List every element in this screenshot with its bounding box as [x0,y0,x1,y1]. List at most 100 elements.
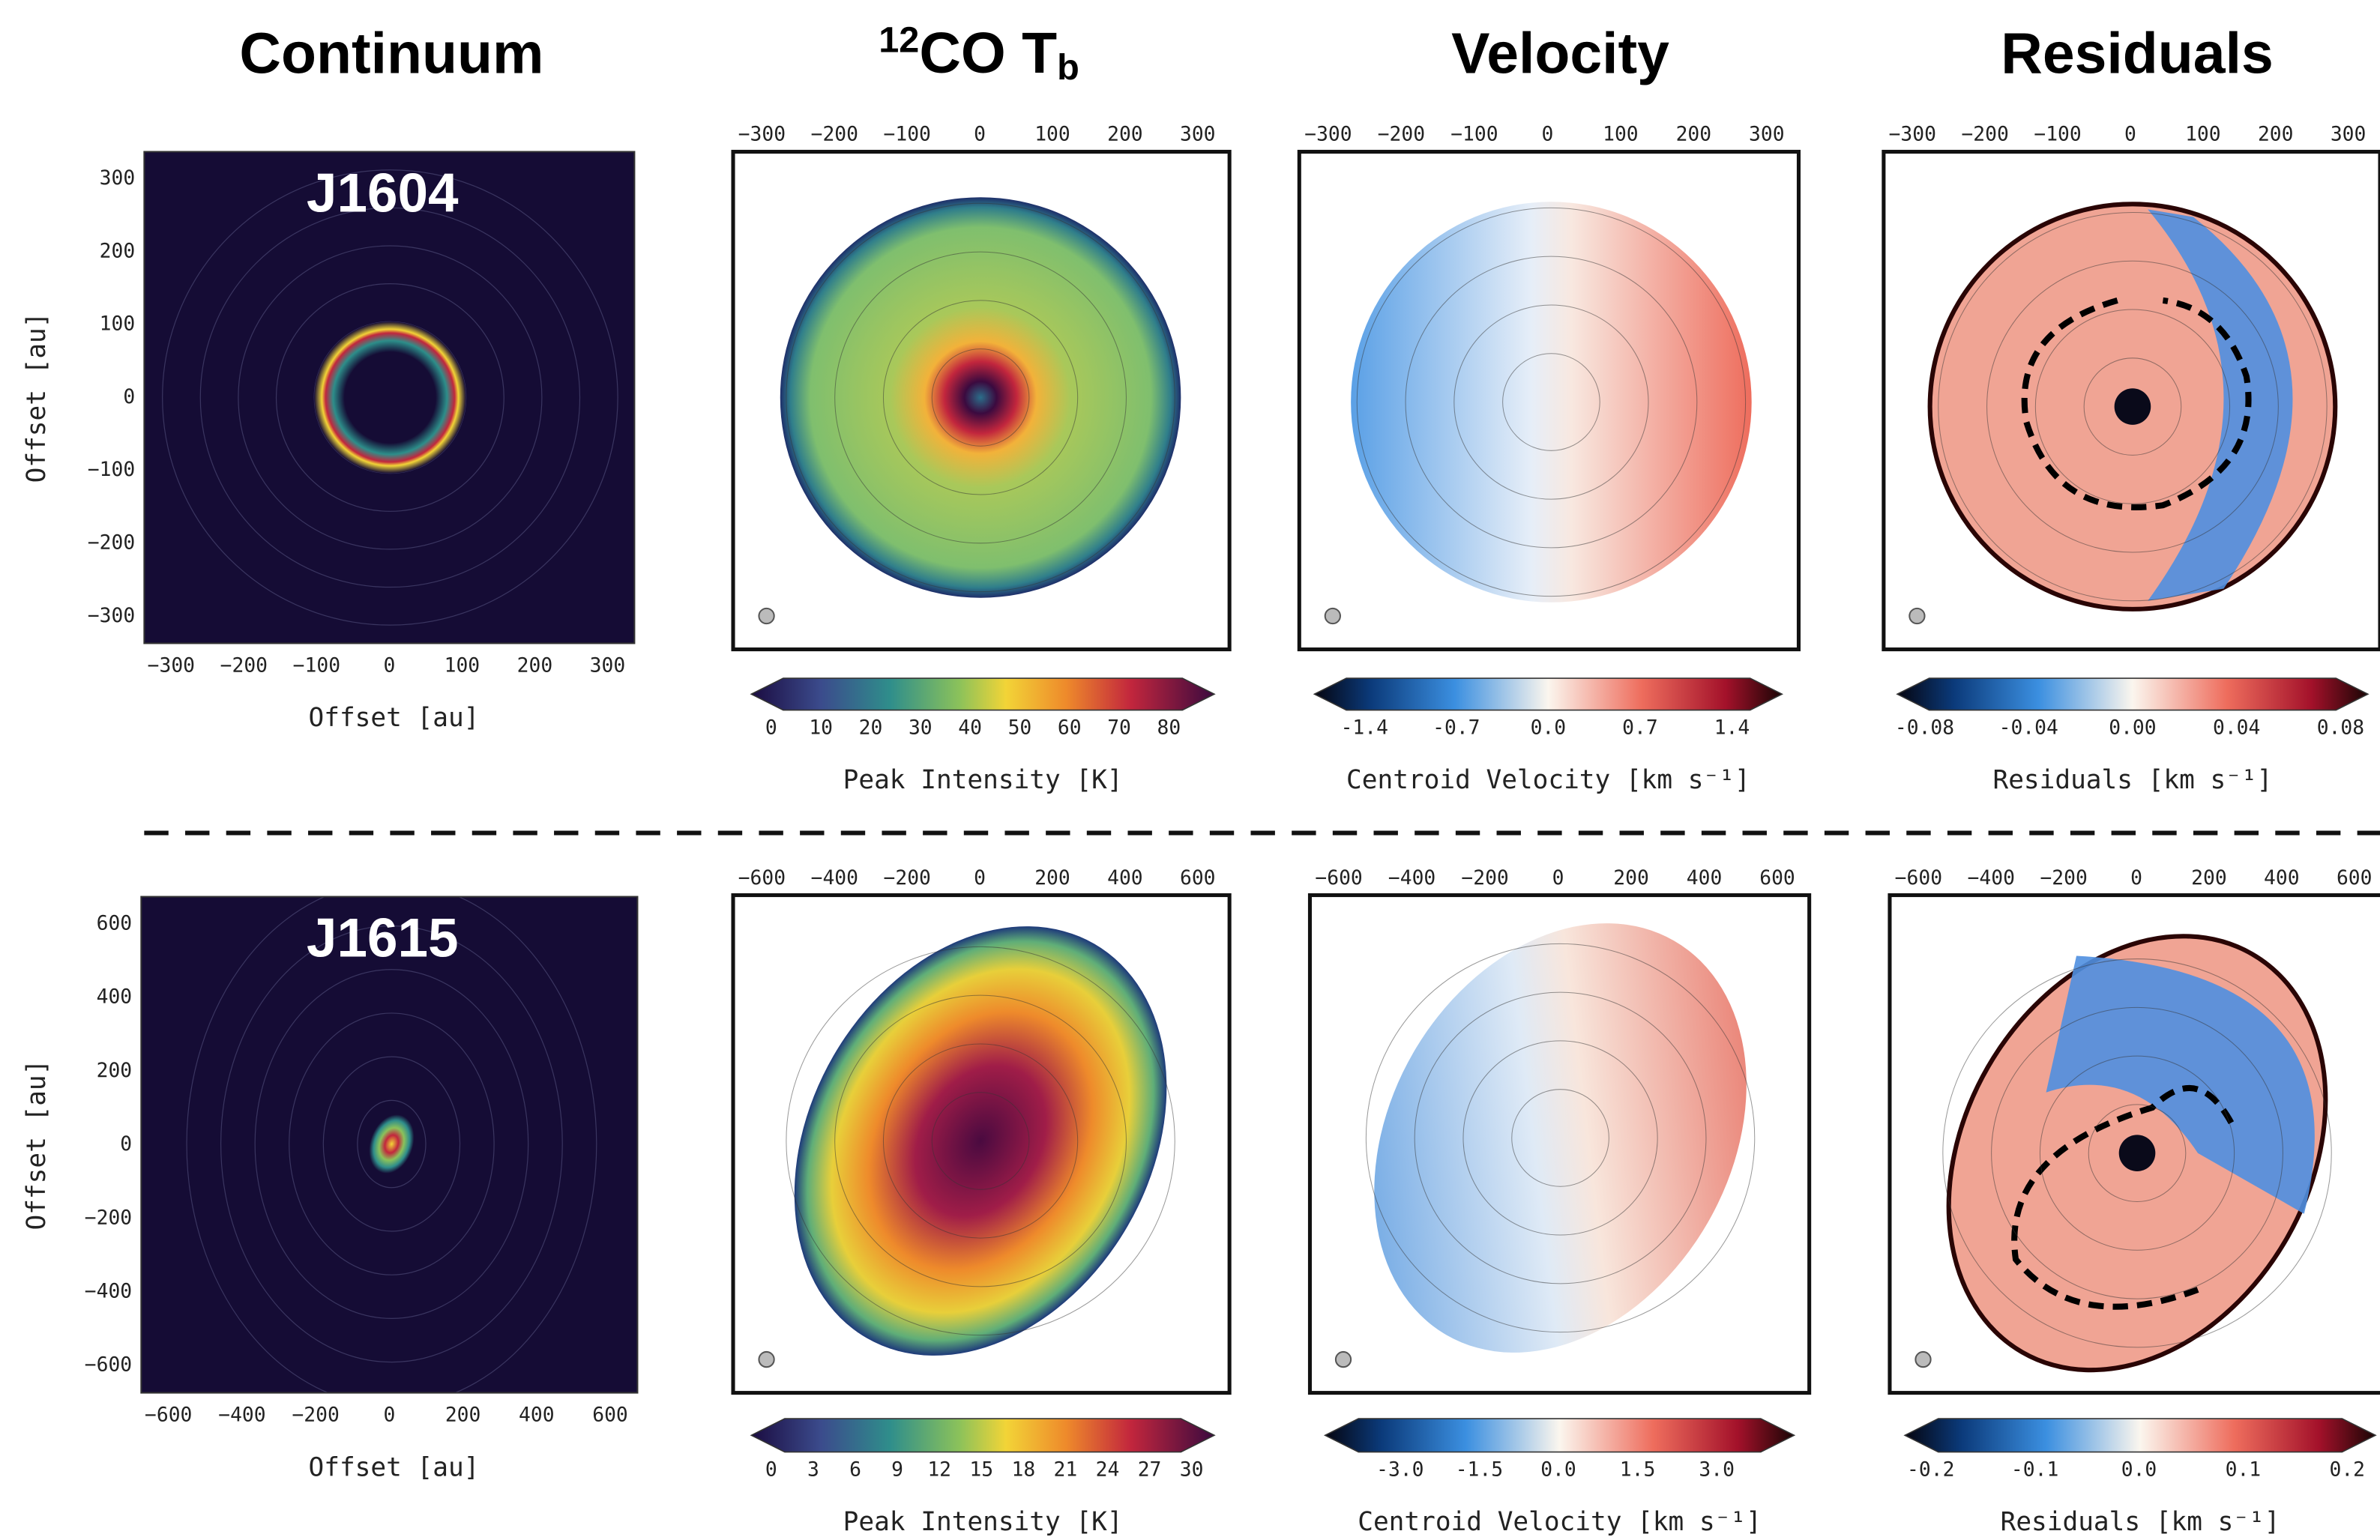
colorbar-tick-label: 3.0 [1699,1458,1735,1481]
top-tick-label: −600 [1315,867,1362,890]
colorbar-tick-label: -0.04 [1999,716,2058,739]
beam [759,609,774,623]
y-tick-label: 0 [123,386,135,408]
panel: −600−400−2000200400600-0.2-0.10.00.10.2R… [1876,867,2380,1537]
colorbar-label: Peak Intensity [K] [843,1507,1123,1537]
colorbar-tick-label: -3.0 [1376,1458,1424,1481]
disk [1351,202,1752,603]
colorbar-tick-label: 20 [859,716,883,739]
top-tick-label: −200 [1378,124,1425,146]
title-sub: b [1057,47,1079,88]
colorbar [1315,678,1783,710]
colorbar-label: Residuals [km s⁻¹] [2001,1507,2280,1537]
colorbar [1905,1419,2376,1452]
top-tick-label: −100 [2034,124,2081,146]
figure: Continuum 12CO Tb Velocity Residuals J16… [0,0,2380,1540]
y-tick-label: −400 [85,1280,132,1302]
colorbar-tick-label: 50 [1008,716,1032,739]
top-tick-label: −100 [1450,124,1498,146]
top-tick-label: 0 [974,124,986,146]
top-tick-label: −300 [1889,124,1936,146]
center [2119,1135,2156,1171]
colorbar-tick-label: 10 [809,716,833,739]
top-tick-label: 400 [1107,867,1143,890]
colorbar-tick-label: 70 [1107,716,1131,739]
y-tick-label: −200 [85,1207,132,1229]
top-tick-label: 0 [2124,124,2136,146]
colorbar-label: Centroid Velocity [km s⁻¹] [1358,1507,1762,1537]
colorbar-tick-label: -0.08 [1895,716,1954,739]
panel: J1615−600−400−20002004006006004002000−20… [22,882,637,1482]
top-tick-label: 600 [2337,867,2373,890]
colorbar-tick-label: 0.00 [2109,716,2156,739]
x-tick-label: 600 [592,1404,628,1426]
y-tick-label: −100 [88,459,135,481]
colorbar-tick-label: 0.7 [1622,716,1658,739]
colorbar [1897,678,2368,710]
top-tick-label: 600 [1759,867,1795,890]
colorbar-tick-label: 12 [927,1458,951,1481]
y-tick-label: 100 [100,313,136,336]
top-tick-label: 200 [2191,867,2227,890]
title-main: CO T [919,21,1057,85]
y-tick-label: 200 [97,1060,133,1082]
map-image [1884,151,2380,649]
top-tick-label: 300 [1180,124,1216,146]
colorbar-tick-label: 21 [1054,1458,1078,1481]
top-tick-label: 0 [974,867,986,890]
y-tick-label: 600 [97,912,133,934]
top-tick-label: −300 [738,124,786,146]
colorbar-tick-label: 0.0 [2121,1458,2157,1481]
top-tick-label: 100 [1034,124,1070,146]
colorbar-tick-label: 0 [765,1458,777,1481]
top-tick-label: 200 [1613,867,1649,890]
colorbar-tick-label: -0.7 [1432,716,1480,739]
center [2115,388,2151,425]
x-tick-label: −600 [145,1404,192,1426]
y-tick-label: 200 [100,240,136,262]
colorbar-tick-label: 0.0 [1531,716,1567,739]
y-tick-label: 300 [100,167,136,190]
colorbar-tick-label: 3 [807,1458,819,1481]
x-tick-label: −200 [292,1404,339,1426]
top-tick-label: 300 [1749,124,1785,146]
column-title: Continuum [239,21,543,85]
colorbar-tick-label: 1.4 [1714,716,1750,739]
top-tick-label: 0 [1541,124,1553,146]
top-tick-label: 300 [2331,124,2367,146]
colorbar-tick-label: 0.1 [2226,1458,2262,1481]
colorbar-tick-label: 0.04 [2213,716,2260,739]
row-name: J1615 [307,908,459,969]
top-tick-label: −200 [1461,867,1508,890]
top-tick-label: −200 [2040,867,2087,890]
colorbar-tick-label: 15 [969,1458,993,1481]
y-axis-label: Offset [au] [22,1060,52,1231]
top-tick-label: 0 [2130,867,2142,890]
map-image [1299,151,1798,649]
x-tick-label: 100 [445,654,480,677]
x-tick-label: 0 [383,654,395,677]
x-tick-label: 300 [590,654,626,677]
top-tick-label: 0 [1552,867,1564,890]
top-tick-label: 400 [2264,867,2300,890]
ring [314,321,466,473]
colorbar-tick-label: 24 [1096,1458,1120,1481]
beam [1909,609,1924,623]
panel: −300−200−100010020030001020304050607080P… [733,124,1229,795]
colorbar-tick-label: 18 [1011,1458,1035,1481]
top-tick-label: −400 [811,867,858,890]
colorbar-tick-label: 0 [765,716,777,739]
top-tick-label: −200 [1961,124,2008,146]
top-tick-label: −100 [884,124,931,146]
top-tick-label: 200 [2258,124,2294,146]
colorbar-tick-label: 60 [1058,716,1082,739]
map-image [720,859,1242,1423]
top-tick-label: −400 [1968,867,2015,890]
row-name: J1604 [307,163,459,223]
top-tick-label: −300 [1304,124,1352,146]
x-tick-label: −400 [218,1404,265,1426]
colorbar-tick-label: 0.0 [1540,1458,1576,1481]
beam [1336,1352,1351,1367]
panel: −600−400−2000200400600-3.0-1.50.01.53.0C… [1299,856,1822,1537]
